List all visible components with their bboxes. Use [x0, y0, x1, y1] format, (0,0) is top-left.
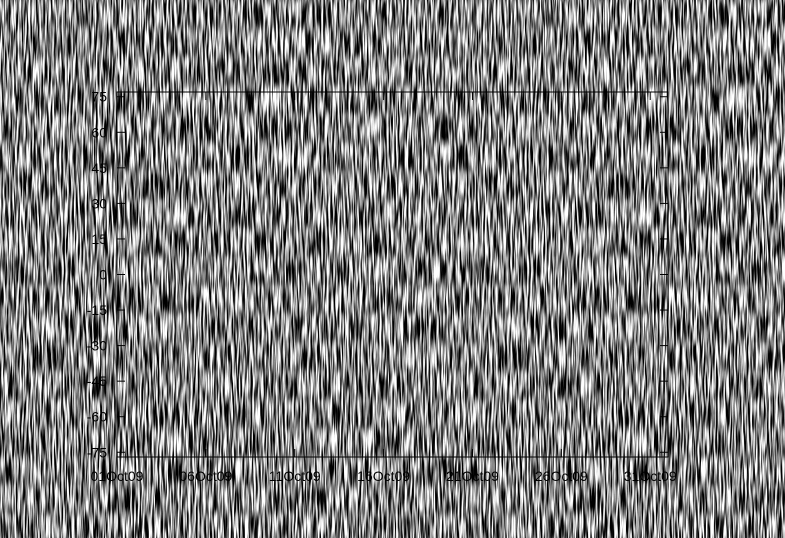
y-tick-label: 60 [91, 124, 107, 140]
y-tick-label: 75 [91, 89, 107, 105]
y-tick-label: -45 [87, 373, 107, 389]
y-tick-label: 45 [91, 160, 107, 176]
y-tick-label: -15 [87, 302, 107, 318]
coverage-block [540, 108, 668, 422]
y-tick-label: 0 [99, 267, 107, 283]
chart-title: STEREO Heliospheric Imager [260, 39, 526, 61]
x-tick-label: 11Oct09 [269, 468, 321, 484]
x-tick-label: 21Oct09 [446, 468, 499, 484]
chart-subtitle: HI-1B: 40Rs [348, 71, 438, 93]
x-tick-label: 26Oct09 [535, 468, 588, 484]
y-tick-label: 15 [91, 231, 107, 247]
x-tick-label: 31Oct09 [624, 468, 677, 484]
x-tick-label: 06Oct09 [179, 468, 232, 484]
coverage-block [117, 103, 439, 417]
y-tick-label: -30 [87, 338, 107, 354]
x-tick-label: 16Oct09 [357, 468, 410, 484]
y-axis-label: Heliographic Latitude (°) [59, 194, 76, 355]
subtitle-text: HI-1B: 40R [348, 71, 432, 90]
subtitle-subscript: s [432, 81, 438, 93]
credit: Rutherford Appleton Laboratory [536, 492, 676, 503]
coverage-block [445, 108, 528, 422]
x-tick-label: 01Oct09 [91, 468, 144, 484]
x-axis-label: Date (UT) [360, 487, 426, 504]
y-tick-label: -60 [87, 409, 107, 425]
y-tick-label: -75 [87, 444, 107, 460]
y-tick-label: 30 [91, 195, 107, 211]
